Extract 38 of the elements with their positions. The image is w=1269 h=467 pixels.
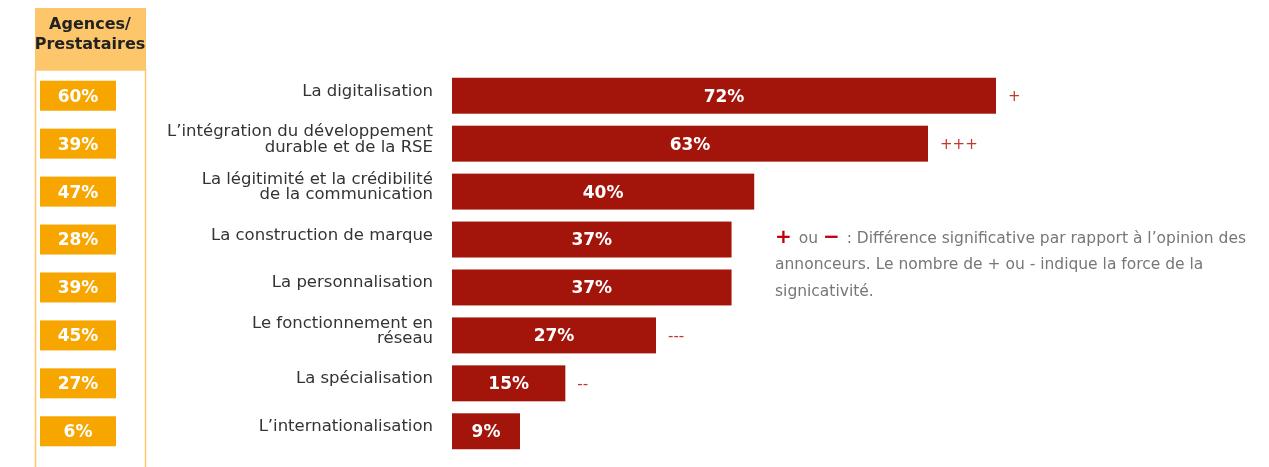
text: 39% [57, 277, 99, 298]
y-tick-label: La digitalisation [302, 80, 433, 100]
text: 45% [57, 325, 99, 346]
annotation: + [1008, 86, 1021, 105]
y-tick-label: L’internationalisation [258, 416, 433, 436]
text: 39% [57, 133, 99, 154]
y-tick-label: Le fonctionnement en réseau [252, 312, 433, 348]
data-label: 9% [471, 421, 501, 442]
annotation: -- [577, 374, 589, 393]
text: 60% [57, 85, 99, 106]
bar [452, 317, 656, 354]
bar [452, 221, 732, 258]
data-label: 72% [703, 85, 745, 106]
text: 28% [57, 229, 99, 250]
data-label: 37% [571, 229, 613, 250]
data-label: 37% [571, 277, 613, 298]
annotation: +++ [940, 134, 978, 153]
y-tick-label: La spécialisation [295, 368, 433, 388]
bar [452, 413, 520, 450]
bar [452, 125, 928, 162]
y-tick-label: La légitimité et la crédibilité de la communication [201, 168, 433, 204]
annotation: --- [668, 326, 685, 345]
data-label: 15% [488, 373, 530, 394]
bar [452, 173, 755, 210]
bar [452, 269, 732, 306]
text: 47% [57, 181, 99, 202]
y-tick-label: La construction de marque [210, 224, 433, 244]
text: + ou − : Différence significative par rapport à l’opinion des annonceurs. Le nombre de + ou - indique la force de la signicativité. [775, 224, 1247, 300]
bar [452, 365, 566, 402]
data-label: 40% [582, 181, 624, 202]
y-tick-label: L’intégration du développement durable et de la RSE [167, 120, 434, 156]
data-label: 63% [669, 133, 711, 154]
y-tick-label: La personnalisation [271, 272, 433, 292]
text: 27% [57, 373, 99, 394]
bar [452, 77, 996, 114]
text: 6% [63, 421, 93, 442]
text: Agences/ Prestataires [34, 14, 146, 53]
data-label: 27% [533, 325, 575, 346]
